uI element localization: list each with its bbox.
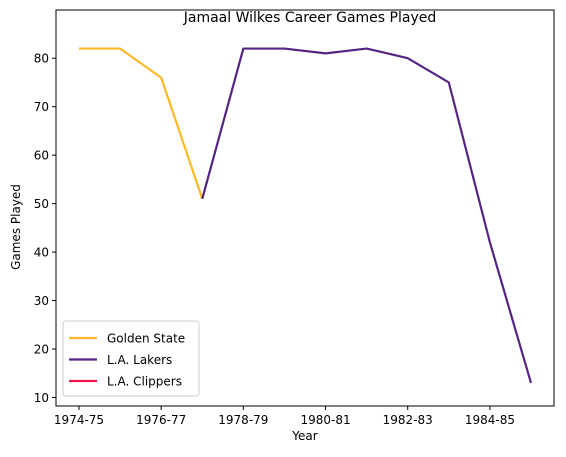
x-tick-label: 1974-75 (54, 413, 104, 427)
data-point-l-a-lakers (201, 198, 203, 200)
x-tick-label: 1980-81 (300, 413, 350, 427)
data-point-l-a-lakers (242, 48, 244, 50)
data-point-l-a-clippers (530, 382, 532, 384)
x-axis-ticks: 1974-75 1976-77 1978-79 1980-81 1982-83 1984-… (54, 406, 515, 427)
y-tick-label: 60 (34, 149, 49, 163)
data-point-l-a-lakers (366, 48, 368, 50)
y-tick-label: 10 (34, 391, 49, 405)
data-point-l-a-lakers (489, 241, 491, 243)
y-tick-label: 20 (34, 343, 49, 357)
y-tick-label: 80 (34, 52, 49, 66)
legend: Golden State L.A. Lakers L.A. Clippers (63, 321, 199, 396)
y-tick-label: 50 (34, 197, 49, 211)
data-point-l-a-lakers (407, 57, 409, 59)
legend-label-golden-state: Golden State (107, 332, 185, 346)
x-axis-label: Year (291, 429, 317, 443)
x-tick-label: 1984-85 (465, 413, 515, 427)
data-point-golden-state (119, 48, 121, 50)
y-tick-label: 70 (34, 100, 49, 114)
series-line-golden-state (79, 49, 202, 199)
y-tick-label: 40 (34, 246, 49, 260)
data-point-l-a-lakers (325, 52, 327, 54)
data-point-l-a-lakers (283, 48, 285, 50)
y-axis-ticks: 10 20 30 40 50 60 70 80 (34, 52, 56, 405)
data-point-golden-state (78, 48, 80, 50)
x-tick-label: 1982-83 (383, 413, 433, 427)
data-point-l-a-lakers (448, 81, 450, 83)
x-tick-label: 1976-77 (136, 413, 186, 427)
y-axis-label: Games Played (9, 184, 23, 270)
x-tick-label: 1978-79 (218, 413, 268, 427)
chart-title: Jamaal Wilkes Career Games Played (183, 10, 436, 26)
legend-label-l-a-clippers: L.A. Clippers (107, 375, 182, 389)
legend-label-l-a-lakers: L.A. Lakers (107, 353, 172, 367)
y-tick-label: 30 (34, 294, 49, 308)
data-point-golden-state (160, 77, 162, 79)
series-line-l-a-lakers (202, 49, 531, 383)
